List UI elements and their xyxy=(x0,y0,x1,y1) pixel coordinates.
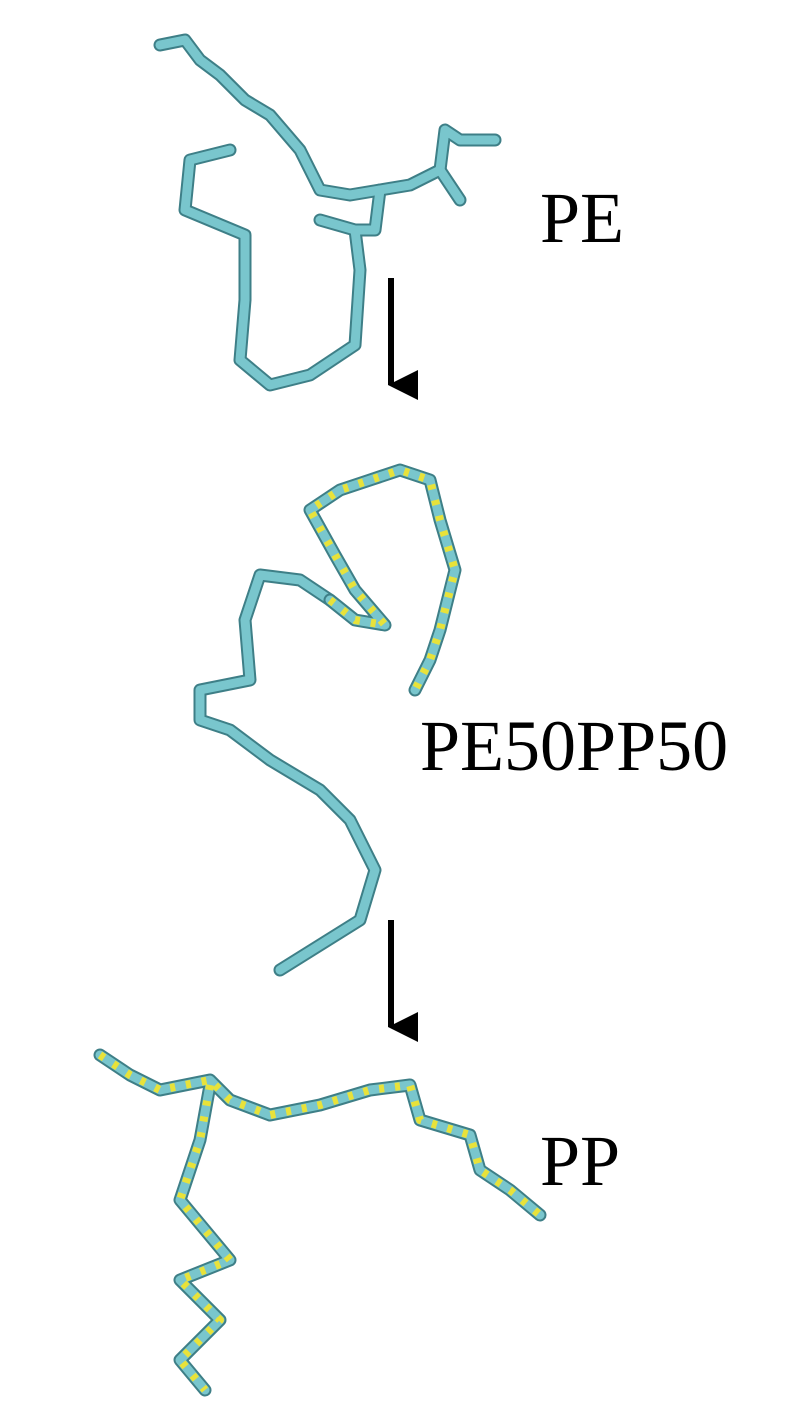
pe-chain xyxy=(153,33,502,392)
label-pp: PP xyxy=(540,1121,620,1201)
label-pe: PE xyxy=(540,178,624,258)
label-pe50pp50: PE50PP50 xyxy=(420,706,728,786)
pp-chain xyxy=(93,1048,547,1397)
pe50pp50-chain xyxy=(193,463,462,977)
